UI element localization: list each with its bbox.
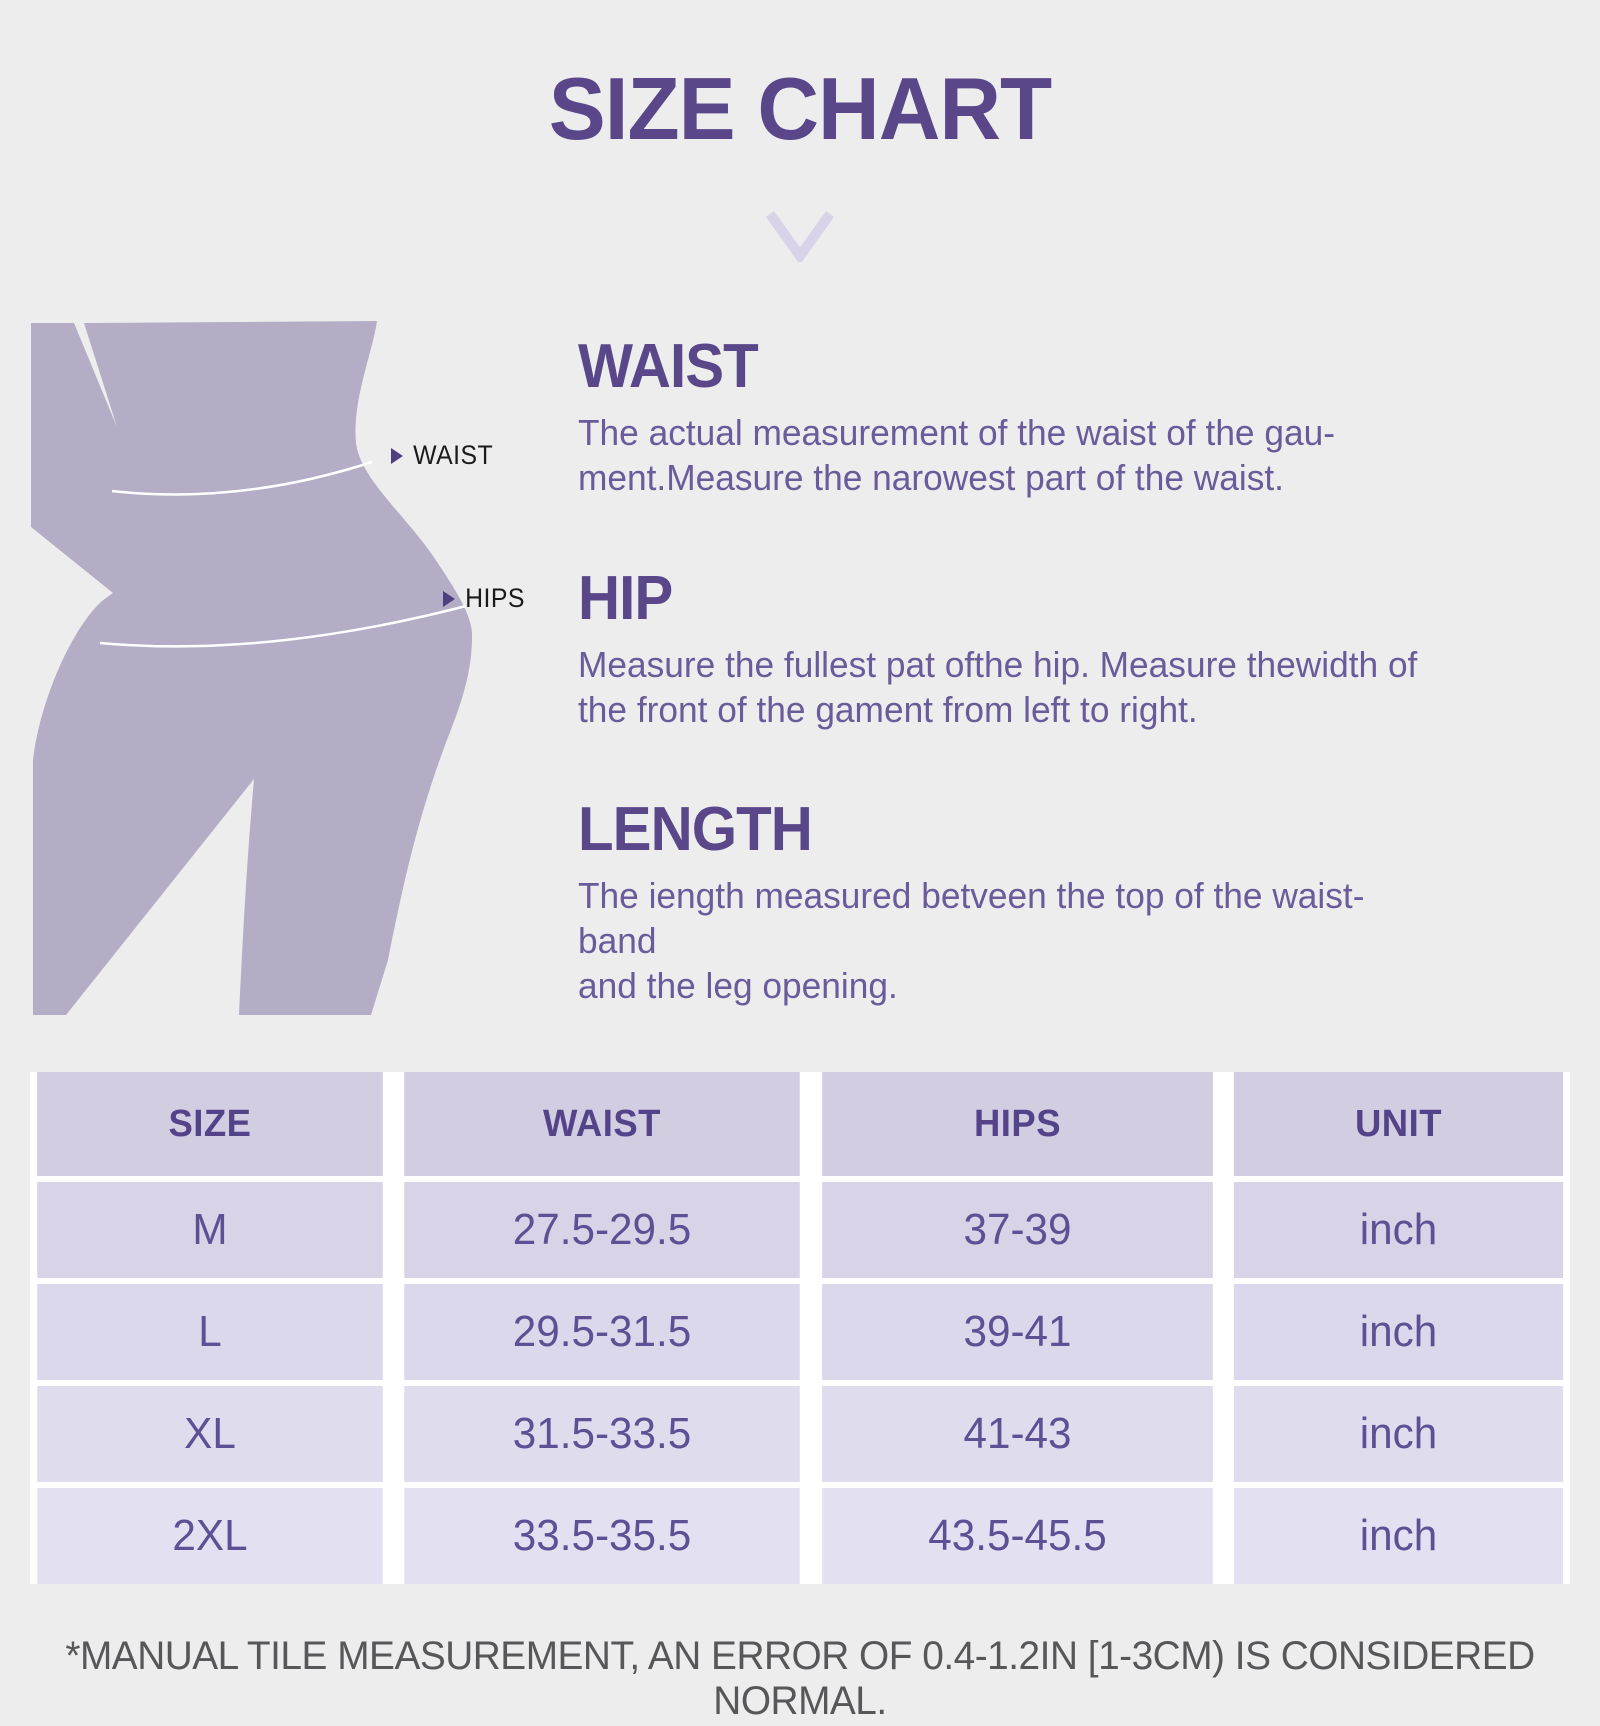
size-table-header-unit: UNIT	[1233, 1072, 1564, 1176]
table-row-l-size: L	[37, 1284, 383, 1380]
table-row-2xl-size: 2XL	[37, 1488, 383, 1584]
table-row-m-size: M	[37, 1182, 383, 1278]
table-row-xl-waist: 31.5-33.5	[404, 1386, 800, 1482]
table-row-m-waist: 27.5-29.5	[404, 1182, 800, 1278]
table-row-l-waist: 29.5-31.5	[404, 1284, 800, 1380]
table-row-xl-size: XL	[37, 1386, 383, 1482]
table-row-xl-hips: 41-43	[822, 1386, 1213, 1482]
figure-waist-label: WAIST	[391, 440, 493, 471]
chevron-down-icon	[760, 210, 840, 267]
size-table-header-size: SIZE	[37, 1072, 383, 1176]
figure-waist-label-text: WAIST	[413, 440, 494, 470]
table-row-m-hips: 37-39	[822, 1182, 1213, 1278]
table-row-2xl-unit: inch	[1233, 1488, 1564, 1584]
figure-hips-label: HIPS	[443, 583, 525, 614]
section-waist: WAIST The actual measurement of the wais…	[578, 336, 1350, 500]
figure-hips-label-text: HIPS	[465, 583, 525, 613]
section-hip-body: Measure the fullest pat ofthe hip. Measu…	[578, 644, 1418, 730]
section-hip-heading: HIP	[578, 564, 673, 633]
section-length-body: The iength measured betveen the top of t…	[578, 875, 1365, 1006]
size-table-header-hips: HIPS	[822, 1072, 1213, 1176]
arrow-right-icon	[391, 447, 403, 464]
section-waist-body: The actual measurement of the waist of t…	[578, 412, 1335, 498]
measurement-disclaimer: *MANUAL TILE MEASUREMENT, AN ERROR OF 0.…	[65, 1634, 1535, 1723]
table-row-l-hips: 39-41	[822, 1284, 1213, 1380]
hip-line	[99, 604, 467, 648]
page-title: SIZE CHART	[548, 59, 1052, 158]
section-waist-heading: WAIST	[578, 332, 759, 401]
body-silhouette-illustration	[31, 321, 473, 1015]
section-length: LENGTH The iength measured betveen the t…	[578, 799, 1458, 1008]
size-table: SIZE WAIST HIPS UNIT M 27.5-29.5 37-39 i…	[30, 1072, 1570, 1584]
waist-line	[111, 460, 373, 496]
table-row-2xl-waist: 33.5-35.5	[404, 1488, 800, 1584]
size-table-header-waist: WAIST	[404, 1072, 800, 1176]
section-length-heading: LENGTH	[578, 795, 813, 864]
table-row-2xl-hips: 43.5-45.5	[822, 1488, 1213, 1584]
table-row-xl-unit: inch	[1233, 1386, 1564, 1482]
section-hip: HIP Measure the fullest pat ofthe hip. M…	[578, 568, 1435, 732]
arrow-right-icon	[443, 590, 455, 607]
table-row-m-unit: inch	[1233, 1182, 1564, 1278]
table-row-l-unit: inch	[1233, 1284, 1564, 1380]
